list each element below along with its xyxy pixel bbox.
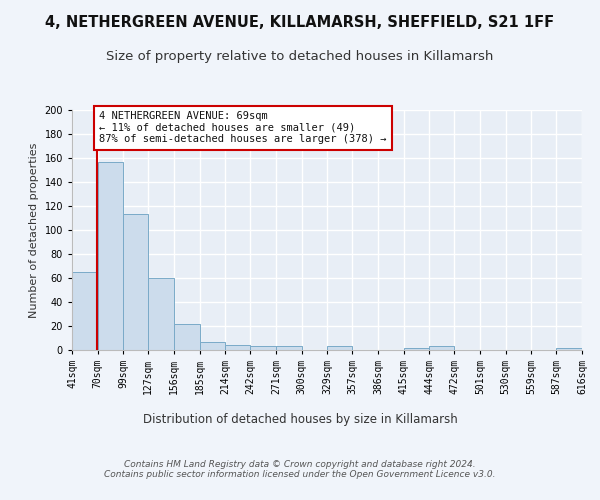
Bar — [124, 214, 148, 350]
Bar — [556, 348, 582, 350]
Bar — [404, 348, 430, 350]
Bar — [430, 346, 454, 350]
Bar — [148, 278, 174, 350]
Text: Contains HM Land Registry data © Crown copyright and database right 2024.
Contai: Contains HM Land Registry data © Crown c… — [104, 460, 496, 479]
Bar — [174, 324, 200, 350]
Bar — [72, 272, 98, 350]
Bar — [276, 346, 302, 350]
Text: Size of property relative to detached houses in Killamarsh: Size of property relative to detached ho… — [106, 50, 494, 63]
Bar — [226, 345, 250, 350]
Bar — [328, 346, 352, 350]
Bar — [98, 162, 124, 350]
Bar — [200, 342, 226, 350]
Text: Distribution of detached houses by size in Killamarsh: Distribution of detached houses by size … — [143, 412, 457, 426]
Text: 4 NETHERGREEN AVENUE: 69sqm
← 11% of detached houses are smaller (49)
87% of sem: 4 NETHERGREEN AVENUE: 69sqm ← 11% of det… — [100, 111, 387, 144]
Bar — [250, 346, 276, 350]
Text: 4, NETHERGREEN AVENUE, KILLAMARSH, SHEFFIELD, S21 1FF: 4, NETHERGREEN AVENUE, KILLAMARSH, SHEFF… — [46, 15, 554, 30]
Y-axis label: Number of detached properties: Number of detached properties — [29, 142, 39, 318]
